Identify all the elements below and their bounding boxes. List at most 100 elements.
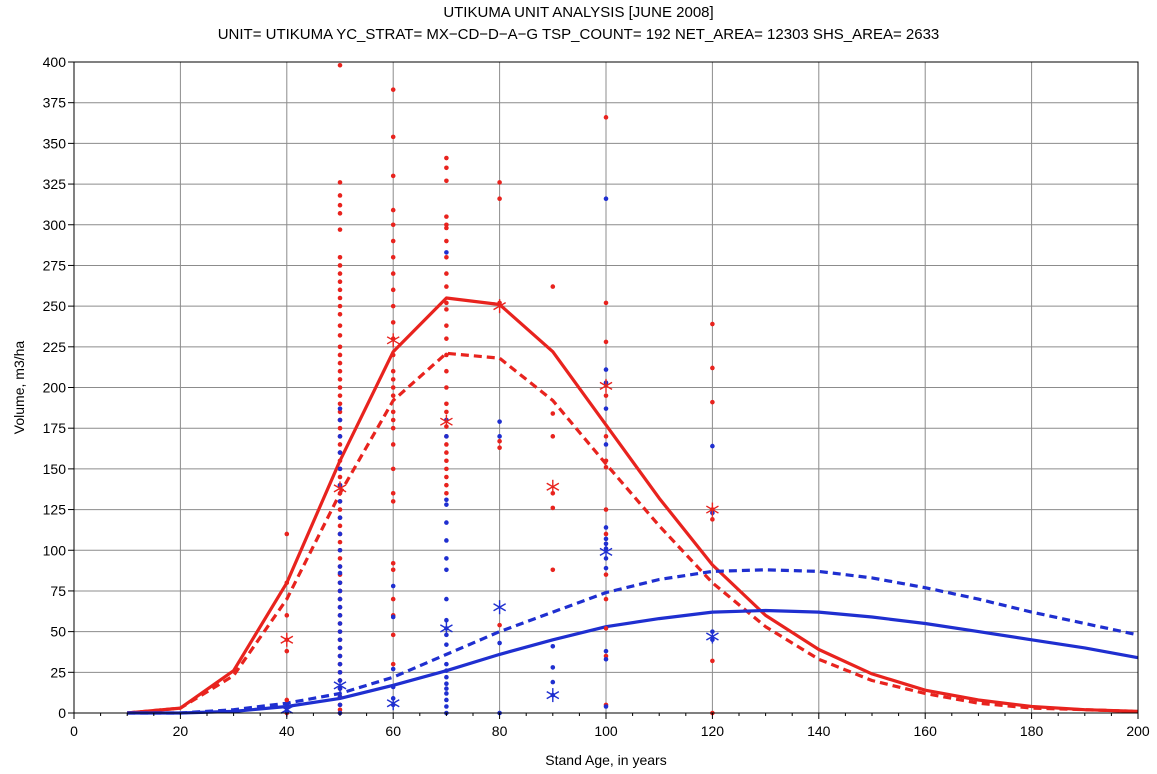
- data-point-red: [337, 425, 343, 431]
- curve-blue-dashed: [127, 568, 1139, 715]
- data-point-red: [390, 287, 396, 293]
- y-ticks: 0 25 50 75 100 125 150 175 200 225 250 275 300 325 350…: [43, 54, 74, 721]
- data-point-red: [603, 339, 609, 345]
- data-point-red: [444, 490, 449, 496]
- data-point-blue: [444, 556, 449, 561]
- mean-marker-red: [546, 479, 560, 494]
- data-point-red: [390, 632, 396, 638]
- data-point-blue: [603, 406, 609, 411]
- data-point-red: [444, 284, 449, 289]
- data-point-red: [444, 352, 449, 358]
- data-point-blue: [337, 434, 343, 439]
- data-point-blue: [444, 497, 449, 503]
- mean-marker-blue: [705, 629, 719, 644]
- data-point-blue: [390, 684, 396, 690]
- curve-red-dashed: [127, 351, 1139, 715]
- data-point-red: [390, 320, 396, 325]
- data-point-blue: [710, 443, 715, 449]
- data-point-red: [444, 336, 449, 341]
- y-axis-label: Volume, m3/ha: [11, 341, 27, 435]
- y-tick-label: 150: [43, 461, 67, 477]
- data-point-red: [603, 653, 609, 659]
- data-point-red: [337, 254, 343, 260]
- mean-marker-red: [280, 632, 294, 647]
- data-point-red: [710, 365, 715, 371]
- data-point-blue: [444, 434, 449, 439]
- data-point-red: [284, 697, 290, 703]
- data-point-red: [337, 344, 343, 350]
- data-point-red: [444, 222, 449, 228]
- data-point-red: [337, 311, 343, 317]
- data-point-blue: [444, 674, 449, 680]
- x-tick-label: 60: [385, 723, 401, 739]
- data-point-blue: [337, 417, 343, 423]
- y-tick-label: 50: [50, 624, 66, 640]
- scatter-points: [284, 62, 715, 716]
- data-point-red: [603, 300, 609, 306]
- data-point-red: [337, 707, 343, 713]
- data-point-blue: [603, 196, 609, 202]
- data-point-blue: [444, 668, 449, 673]
- data-point-blue: [603, 536, 609, 542]
- data-point-red: [710, 517, 715, 522]
- x-tick-label: 140: [807, 723, 831, 739]
- data-point-red: [444, 385, 449, 390]
- data-point-red: [337, 180, 343, 185]
- data-point-red: [603, 572, 609, 577]
- data-point-red: [497, 622, 502, 628]
- data-point-red: [337, 303, 343, 309]
- data-point-red: [337, 333, 343, 338]
- data-point-blue: [603, 367, 609, 372]
- data-point-blue: [497, 640, 502, 646]
- mean-marker-blue: [546, 688, 560, 703]
- data-point-red: [444, 225, 449, 231]
- data-point-red: [444, 323, 449, 328]
- data-point-red: [550, 434, 556, 439]
- x-tick-label: 40: [279, 723, 295, 739]
- data-point-red: [337, 556, 343, 561]
- x-tick-label: 0: [70, 723, 78, 739]
- data-point-blue: [337, 564, 343, 569]
- data-point-red: [390, 134, 396, 140]
- data-point-red: [444, 482, 449, 488]
- data-point-red: [550, 284, 556, 289]
- data-point-red: [550, 411, 556, 416]
- y-tick-label: 250: [43, 298, 67, 314]
- data-point-red: [497, 196, 502, 202]
- data-point-red: [390, 567, 396, 573]
- data-point-red: [337, 323, 343, 328]
- data-point-blue: [337, 570, 343, 576]
- data-point-blue: [337, 580, 343, 586]
- data-point-red: [390, 385, 396, 390]
- data-point-red: [337, 279, 343, 285]
- data-point-red: [603, 458, 609, 464]
- data-point-blue: [337, 629, 343, 634]
- x-tick-label: 20: [173, 723, 189, 739]
- data-point-red: [603, 393, 609, 398]
- y-tick-label: 375: [43, 95, 67, 111]
- data-point-blue: [603, 704, 609, 709]
- y-tick-label: 125: [43, 502, 67, 518]
- mean-marker-red: [493, 299, 507, 314]
- data-point-blue: [603, 648, 609, 654]
- mean-marker-blue: [493, 600, 507, 615]
- data-point-blue: [337, 670, 343, 675]
- data-point-red: [390, 596, 396, 602]
- data-point-red: [337, 193, 343, 198]
- data-point-red: [284, 531, 290, 537]
- data-point-red: [390, 222, 396, 228]
- x-tick-label: 160: [914, 723, 938, 739]
- x-tick-label: 180: [1020, 723, 1044, 739]
- data-point-red: [444, 214, 449, 219]
- data-point-red: [497, 180, 502, 185]
- data-point-blue: [337, 604, 343, 610]
- mean-marker-blue: [439, 621, 453, 636]
- data-point-red: [444, 458, 449, 464]
- y-tick-label: 350: [43, 135, 67, 151]
- x-tick-label: 80: [492, 723, 508, 739]
- data-point-blue: [444, 697, 449, 703]
- data-point-red: [390, 352, 396, 358]
- data-point-red: [337, 62, 343, 68]
- data-point-red: [390, 661, 396, 667]
- data-point-red: [337, 377, 343, 382]
